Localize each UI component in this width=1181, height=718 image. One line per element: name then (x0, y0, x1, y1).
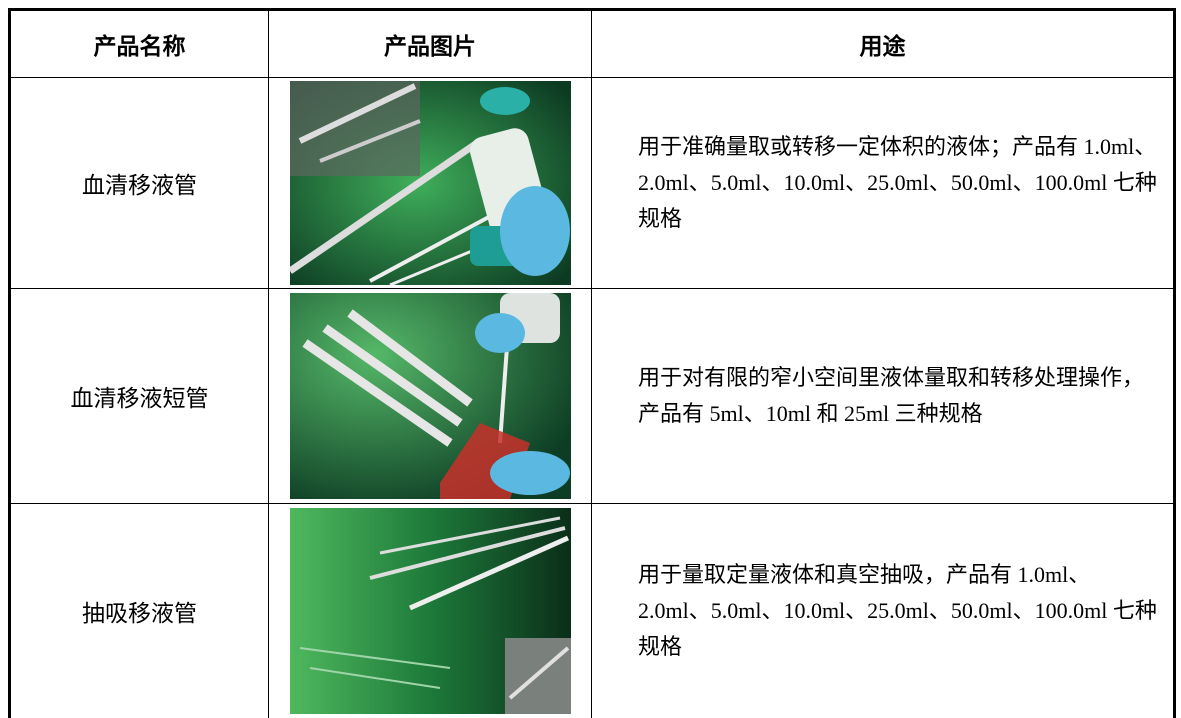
header-row: 产品名称 产品图片 用途 (10, 10, 1175, 78)
product-image (290, 508, 571, 714)
row: 血清移液短管 用于对有限的窄小空间里液体量取和转移处理操作，产品有 5ml、10… (10, 289, 1175, 504)
product-image (290, 293, 571, 499)
product-table: 产品名称 产品图片 用途 血清移液管 (8, 8, 1176, 718)
product-usage: 用于量取定量液体和真空抽吸，产品有 1.0ml、2.0ml、5.0ml、10.0… (592, 504, 1175, 718)
header-cell: 产品名称 (10, 10, 269, 78)
row: 血清移液管 用于准确量取或转移一定体积的液体；产品有 1.0 (10, 78, 1175, 289)
product-usage: 用于准确量取或转移一定体积的液体；产品有 1.0ml、2.0ml、5.0ml、1… (592, 78, 1175, 289)
image-cell (269, 78, 592, 289)
product-name: 抽吸移液管 (10, 504, 269, 718)
product-name: 血清移液管 (10, 78, 269, 289)
header-cell: 用途 (592, 10, 1175, 78)
product-usage: 用于对有限的窄小空间里液体量取和转移处理操作，产品有 5ml、10ml 和 25… (592, 289, 1175, 504)
image-cell (269, 504, 592, 718)
row: 抽吸移液管 用于量取定量液体和真空抽吸，产品有 1.0ml、2.0ml、5.0m… (10, 504, 1175, 718)
image-cell (269, 289, 592, 504)
header-cell: 产品图片 (269, 10, 592, 78)
product-name: 血清移液短管 (10, 289, 269, 504)
product-image (290, 81, 571, 285)
